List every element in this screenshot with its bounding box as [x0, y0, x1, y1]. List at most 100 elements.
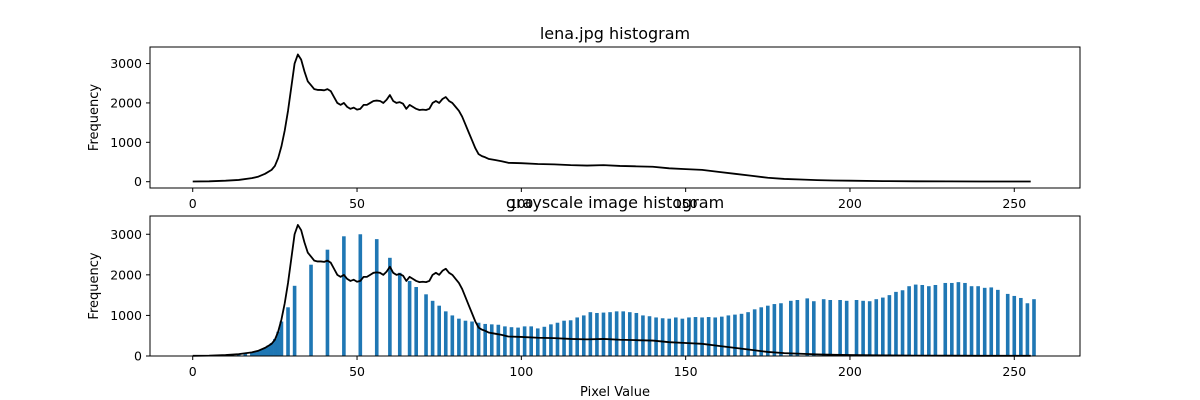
- histogram-bar: [1005, 293, 1010, 356]
- histogram-bar: [555, 322, 560, 356]
- histogram-bar: [236, 354, 241, 356]
- histogram-bar: [476, 322, 481, 356]
- histogram-bar: [844, 300, 849, 356]
- histogram-bar: [739, 313, 744, 356]
- histogram-bar: [726, 315, 731, 356]
- histogram-line: [192, 53, 1031, 183]
- histogram-bar: [414, 287, 418, 356]
- histogram-bar: [470, 321, 474, 356]
- histogram-bar: [989, 287, 994, 356]
- x-tick-label: 100: [509, 196, 533, 211]
- histogram-bar: [614, 311, 619, 356]
- x-tick-label: 100: [509, 364, 533, 379]
- y-tick-label: 0: [134, 349, 142, 364]
- histogram-bar: [443, 311, 448, 356]
- y-tick-label: 2000: [110, 267, 142, 282]
- histogram-bar: [733, 314, 737, 356]
- histogram-bar: [627, 312, 632, 356]
- x-tick-label: 50: [349, 364, 365, 379]
- histogram-bar: [483, 323, 487, 356]
- histogram-bar: [430, 300, 435, 356]
- histogram-bar: [1025, 303, 1030, 356]
- histogram-bar: [634, 312, 639, 356]
- histogram-bar: [457, 318, 461, 356]
- x-tick-label: 200: [838, 364, 862, 379]
- x-axis-label: Pixel Value: [580, 385, 650, 400]
- histogram-bar: [424, 294, 428, 356]
- histogram-bar: [920, 284, 925, 356]
- histogram-bar: [854, 300, 859, 356]
- histogram-bar: [907, 286, 911, 356]
- histogram-bar: [976, 286, 980, 356]
- y-tick-label: 3000: [110, 227, 142, 242]
- histogram-bar: [641, 315, 645, 356]
- histogram-bar: [286, 307, 290, 356]
- x-tick-label: 250: [1002, 196, 1026, 211]
- histogram-bar: [821, 299, 826, 356]
- histogram-bar: [874, 299, 879, 356]
- histogram-bar: [601, 312, 606, 356]
- histogram-bar: [766, 305, 770, 356]
- x-tick-label: 250: [1002, 364, 1026, 379]
- histogram-bar: [752, 309, 757, 356]
- histogram-bar: [673, 317, 678, 356]
- histogram-bar: [397, 272, 402, 356]
- plot-frame: [149, 46, 1081, 189]
- histogram-bar: [881, 297, 885, 356]
- y-tick-label: 0: [134, 174, 142, 189]
- histogram-bar: [772, 304, 777, 356]
- histogram-bar: [746, 312, 750, 356]
- histogram-bar: [700, 317, 704, 356]
- histogram-bar: [509, 327, 514, 356]
- histogram-bar: [693, 317, 698, 356]
- plot-frame: [149, 215, 1081, 357]
- y-tick-label: 1000: [110, 135, 142, 150]
- histogram-line: [192, 224, 1031, 357]
- histogram-bar: [719, 316, 724, 356]
- histogram-bar: [950, 282, 954, 356]
- histogram-bar: [608, 312, 612, 356]
- histogram-bar: [463, 320, 468, 356]
- histogram-bar: [450, 315, 455, 356]
- histogram-bar: [927, 286, 931, 356]
- histogram-bar: [549, 324, 553, 356]
- histogram-bar: [828, 300, 833, 356]
- histogram-bar: [654, 317, 658, 356]
- histogram-bar: [1019, 297, 1023, 356]
- histogram-bar: [680, 318, 685, 356]
- histogram-bar: [273, 338, 277, 356]
- histogram-bar: [789, 300, 793, 356]
- histogram-bar: [522, 326, 527, 356]
- histogram-bar: [496, 324, 501, 356]
- plot-panel-1: 0 50 100 150 200 250 0 1000 2000 3000 lena.jpg his…: [87, 24, 1081, 211]
- histogram-bar: [243, 353, 248, 356]
- histogram-bar: [269, 343, 274, 356]
- histogram-bar: [263, 347, 267, 356]
- y-axis-label: Frequency: [87, 252, 102, 319]
- histogram-bar: [900, 290, 905, 356]
- histogram-bar: [253, 351, 257, 356]
- histogram-bar: [963, 282, 967, 356]
- histogram-bar: [943, 282, 948, 356]
- histogram-bar: [437, 305, 441, 356]
- chart-title: grayscale image histogram: [506, 193, 724, 212]
- y-axis-label: Frequency: [87, 84, 102, 151]
- histogram-bar: [956, 282, 961, 356]
- histogram-bar: [660, 318, 665, 356]
- histogram-bar: [894, 291, 898, 356]
- histogram-bar: [489, 324, 494, 356]
- histogram-bar: [358, 234, 363, 356]
- histogram-bar: [838, 300, 842, 356]
- histogram-bar: [259, 349, 264, 356]
- histogram-bar: [230, 354, 234, 356]
- histogram-bar: [276, 331, 280, 356]
- histogram-bar: [407, 280, 412, 356]
- x-tick-label: 200: [838, 196, 862, 211]
- histogram-bar: [812, 301, 816, 356]
- histogram-bar: [279, 321, 284, 356]
- x-tick-label: 0: [189, 196, 197, 211]
- histogram-bar: [647, 316, 652, 356]
- chart-title: lena.jpg histogram: [540, 24, 690, 43]
- x-tick-label: 150: [674, 364, 698, 379]
